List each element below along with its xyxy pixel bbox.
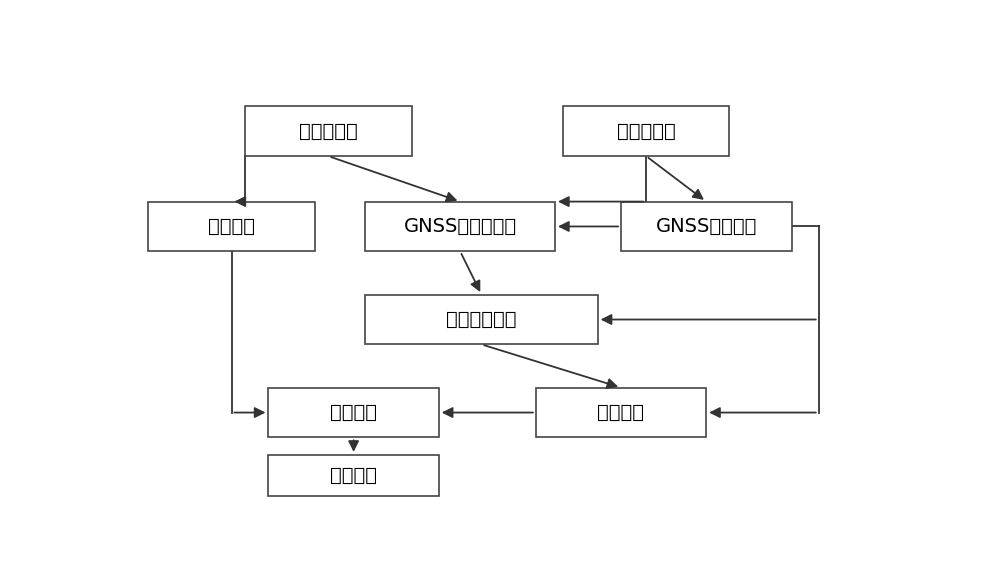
FancyBboxPatch shape	[268, 388, 439, 437]
Text: GNSS接收机坐标: GNSS接收机坐标	[404, 217, 517, 236]
FancyBboxPatch shape	[268, 455, 439, 496]
FancyBboxPatch shape	[245, 106, 412, 156]
Text: 折半搜索算法: 折半搜索算法	[446, 310, 517, 329]
Text: GNSS卫星坐标: GNSS卫星坐标	[656, 217, 757, 236]
Text: 投影矩阵: 投影矩阵	[330, 466, 377, 485]
Text: 截距长度: 截距长度	[330, 403, 377, 422]
Text: 待反演区域: 待反演区域	[299, 122, 358, 140]
Text: 待反演时段: 待反演时段	[617, 122, 676, 140]
FancyBboxPatch shape	[365, 202, 555, 251]
FancyBboxPatch shape	[148, 202, 315, 251]
FancyBboxPatch shape	[536, 388, 706, 437]
Text: 三维像素: 三维像素	[208, 217, 255, 236]
FancyBboxPatch shape	[563, 106, 729, 156]
Text: 交点坐标: 交点坐标	[598, 403, 644, 422]
FancyBboxPatch shape	[621, 202, 792, 251]
FancyBboxPatch shape	[365, 294, 598, 345]
